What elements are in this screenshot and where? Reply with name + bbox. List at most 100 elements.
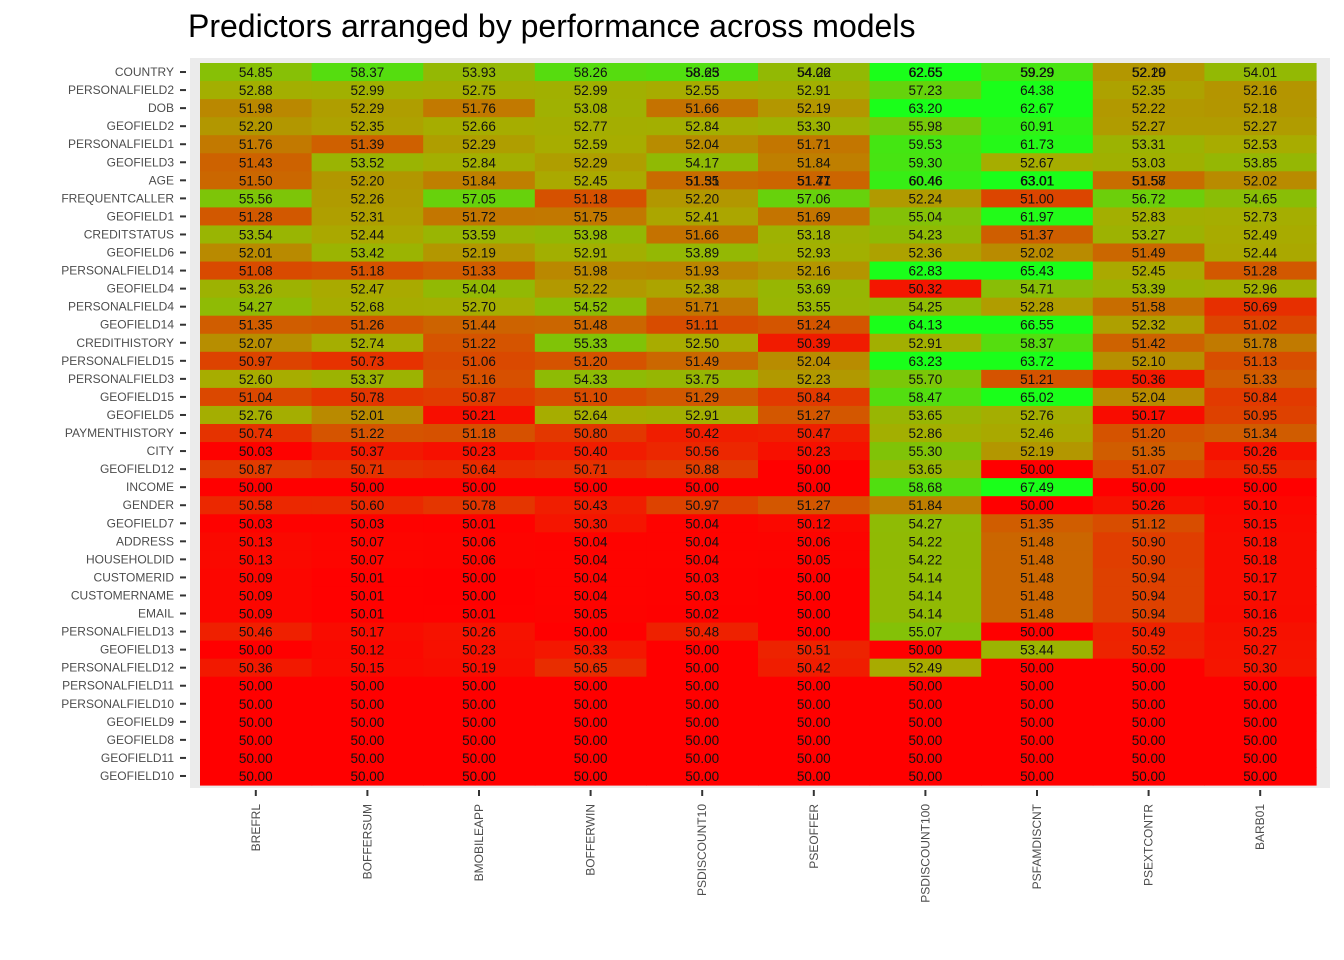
- heatmap-cell: [869, 189, 982, 208]
- heatmap-cell: [311, 604, 424, 624]
- heatmap-cell: [646, 496, 759, 515]
- heatmap-cell: [758, 135, 871, 154]
- cell-value-label: 50.00: [574, 751, 608, 766]
- heatmap-cell: [869, 658, 982, 678]
- y-tick-label: GEOFIELD13: [100, 643, 174, 657]
- heatmap-cell: [1092, 81, 1205, 100]
- heatmap-cell: [1092, 243, 1205, 263]
- heatmap-cell: [311, 63, 424, 82]
- cell-value-label: 52.77: [574, 119, 608, 134]
- cell-value-label: 50.00: [909, 679, 943, 694]
- cell-value-label: 50.00: [1132, 733, 1166, 748]
- cell-value-label: 55.33: [574, 336, 608, 351]
- y-tick-label: PAYMENTHISTORY: [65, 426, 174, 440]
- heatmap-cell: [1204, 748, 1317, 768]
- heatmap-cell: [869, 766, 982, 786]
- cell-value-label: 52.67: [1020, 155, 1054, 170]
- cell-value-label: 51.10: [574, 390, 608, 405]
- cell-value-label: 52.99: [574, 83, 608, 98]
- heatmap-cell: [1092, 261, 1205, 281]
- heatmap-cell: [534, 748, 647, 768]
- cell-value-overlay-label: 51.71: [797, 173, 831, 188]
- cell-value-label: 50.43: [574, 498, 608, 513]
- cell-value-label: 50.87: [239, 462, 273, 477]
- cell-value-label: 52.86: [909, 426, 943, 441]
- heatmap-cell: [423, 622, 536, 642]
- cell-value-label: 50.00: [685, 643, 719, 658]
- cell-value-label: 53.08: [574, 101, 608, 116]
- heatmap-cell: [1092, 532, 1205, 551]
- y-tick-label: GEOFIELD2: [107, 119, 175, 133]
- y-tick-label: GEOFIELD4: [107, 282, 175, 296]
- heatmap-cell: [534, 766, 647, 786]
- cell-value-label: 52.91: [797, 83, 831, 98]
- cell-value-label: 50.00: [462, 751, 496, 766]
- cell-value-label: 51.00: [1020, 191, 1054, 206]
- heatmap-cell: [1092, 658, 1205, 678]
- cell-value-label: 51.58: [1132, 300, 1166, 315]
- heatmap-cell: [1204, 99, 1317, 118]
- cell-value-label: 52.29: [462, 137, 496, 152]
- cell-value-label: 50.00: [909, 751, 943, 766]
- cell-value-label: 50.78: [462, 498, 496, 513]
- heatmap-cell: [646, 135, 759, 154]
- heatmap-cell: [869, 387, 982, 407]
- heatmap-cell: [200, 496, 313, 515]
- cell-value-label: 54.14: [909, 607, 943, 622]
- heatmap-cell: [646, 424, 759, 443]
- heatmap-cell: [1092, 333, 1205, 353]
- heatmap-cell: [1092, 496, 1205, 515]
- heatmap-cell: [534, 261, 647, 281]
- y-tick-label: GEOFIELD5: [107, 408, 175, 422]
- cell-value-label: 51.76: [462, 101, 496, 116]
- cell-value-label: 52.20: [685, 191, 719, 206]
- cell-value-label: 50.00: [1020, 679, 1054, 694]
- heatmap-cell: [758, 496, 871, 515]
- heatmap-cell: [534, 676, 647, 696]
- cell-value-label: 52.49: [909, 661, 943, 676]
- cell-value-label: 51.43: [239, 155, 273, 170]
- cell-value-label: 50.00: [909, 643, 943, 658]
- cell-value-label: 60.91: [1020, 119, 1054, 134]
- heatmap-cell: [646, 117, 759, 136]
- heatmap-cell: [200, 387, 313, 407]
- heatmap-cell: [758, 405, 871, 425]
- heatmap-cell: [200, 730, 313, 750]
- cell-value-label: 50.07: [351, 534, 385, 549]
- cell-value-label: 50.00: [574, 679, 608, 694]
- cell-value-label: 50.33: [574, 643, 608, 658]
- cell-value-label: 50.94: [1132, 588, 1166, 603]
- heatmap-cell: [200, 514, 313, 533]
- heatmap-cell: [646, 514, 759, 533]
- heatmap-cell: [869, 279, 982, 299]
- cell-value-label: 62.67: [1020, 101, 1054, 116]
- cell-value-label: 51.78: [1243, 336, 1277, 351]
- y-tick-label: DOB: [148, 101, 174, 115]
- heatmap-cell: [200, 297, 313, 317]
- cell-value-label: 51.58: [1132, 173, 1166, 188]
- cell-value-label: 52.38: [685, 282, 719, 297]
- heatmap-cell: [423, 766, 536, 786]
- cell-value-label: 51.28: [239, 209, 273, 224]
- cell-value-label: 54.33: [574, 372, 608, 387]
- heatmap-cell: [981, 730, 1094, 750]
- cell-value-label: 50.00: [1020, 498, 1054, 513]
- heatmap-cell: [534, 424, 647, 443]
- heatmap-cell: [311, 243, 424, 263]
- heatmap-cell: [981, 568, 1094, 588]
- heatmap-cell: [981, 586, 1094, 606]
- heatmap-cell: [646, 460, 759, 479]
- cell-value-label: 59.29: [1020, 65, 1054, 80]
- heatmap-cell: [869, 424, 982, 443]
- cell-value-label: 52.91: [909, 336, 943, 351]
- cell-value-label: 50.00: [1132, 661, 1166, 676]
- heatmap-cell: [869, 748, 982, 768]
- heatmap-cell: [981, 424, 1094, 443]
- heatmap-cell: [311, 315, 424, 335]
- cell-value-label: 54.22: [909, 534, 943, 549]
- cell-value-label: 50.00: [1243, 679, 1277, 694]
- heatmap-cell: [981, 279, 1094, 299]
- heatmap-cell: [1204, 153, 1317, 172]
- cell-value-label: 52.96: [1243, 282, 1277, 297]
- cell-value-label: 53.27: [1132, 227, 1166, 242]
